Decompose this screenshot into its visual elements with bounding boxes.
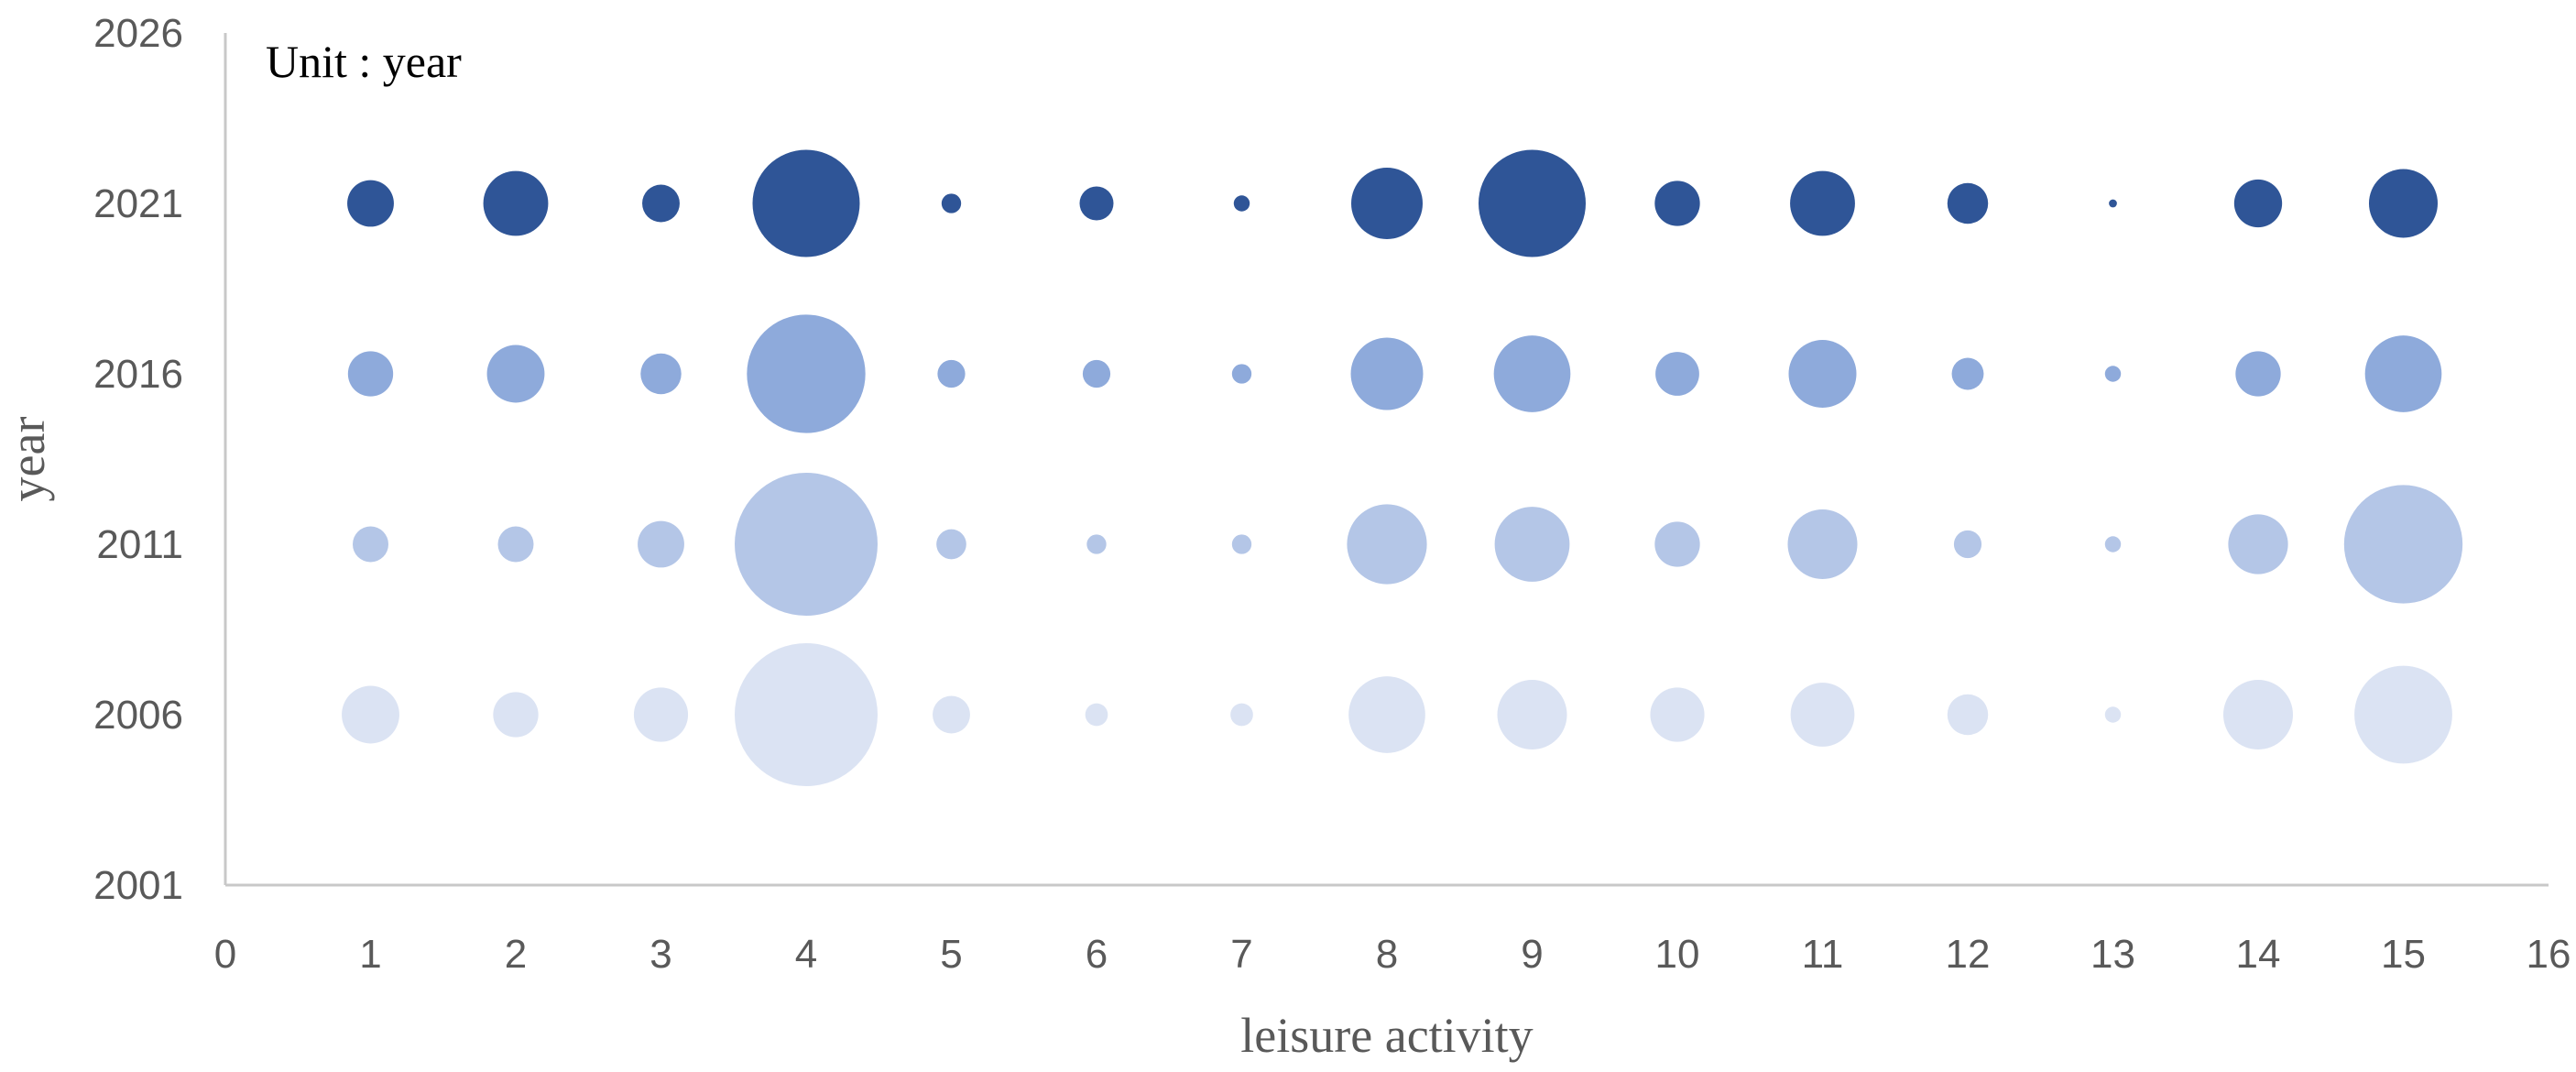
bubble-2006-activity-14 — [2222, 679, 2294, 750]
x-tick-label: 14 — [2236, 932, 2281, 977]
x-tick-label: 0 — [214, 932, 236, 977]
y-tick-label: 2016 — [93, 352, 183, 397]
x-tick-label: 5 — [940, 932, 962, 977]
bubble-2006-activity-9 — [1497, 679, 1567, 750]
x-tick-label: 6 — [1086, 932, 1108, 977]
bubble-2011-activity-7 — [1231, 534, 1252, 554]
bubble-2011-activity-1 — [353, 526, 388, 563]
y-tick-labels: 2001 2006 2011 2016 2021 2026 — [93, 11, 183, 908]
bubble-2016-activity-6 — [1082, 359, 1111, 388]
x-tick-label: 11 — [1802, 932, 1844, 977]
bubble-2016-activity-14 — [2235, 351, 2281, 397]
y-tick-label: 2021 — [93, 181, 183, 226]
bubble-2011-activity-10 — [1654, 521, 1700, 567]
x-tick-label: 10 — [1655, 932, 1700, 977]
bubble-2011-activity-6 — [1086, 534, 1107, 554]
bubble-2021-activity-3 — [642, 184, 680, 223]
bubble-2016-activity-12 — [1951, 357, 1984, 390]
y-axis-title: year — [0, 417, 55, 502]
bubble-2021-activity-9 — [1479, 149, 1586, 257]
bubble-2011-activity-8 — [1347, 504, 1427, 585]
bubble-2016-activity-8 — [1350, 337, 1424, 410]
bubble-2006-activity-10 — [1650, 687, 1705, 742]
bubble-2021-activity-1 — [347, 180, 394, 227]
bubble-2011-activity-11 — [1787, 509, 1858, 580]
bubble-2021-activity-7 — [1233, 195, 1250, 212]
x-axis-title: leisure activity — [1240, 1008, 1533, 1063]
bubble-2006-activity-7 — [1230, 703, 1253, 727]
bubble-2006-activity-1 — [342, 685, 399, 744]
bubble-2006-activity-6 — [1085, 703, 1108, 727]
bubble-2021-activity-4 — [752, 149, 860, 257]
bubble-2021-activity-11 — [1790, 170, 1855, 236]
x-tick-label: 7 — [1230, 932, 1252, 977]
bubble-2016-activity-1 — [347, 351, 394, 397]
x-tick-label: 12 — [1946, 932, 1991, 977]
bubble-2016-activity-7 — [1231, 364, 1252, 384]
bubble-2011-activity-2 — [497, 526, 534, 563]
bubble-2021-activity-15 — [2368, 169, 2439, 238]
bubble-2016-activity-4 — [747, 314, 866, 433]
bubble-2011-activity-13 — [2104, 536, 2122, 552]
bubble-2021-activity-6 — [1079, 186, 1114, 221]
bubble-2006-activity-12 — [1947, 694, 1989, 736]
bubble-2006-activity-2 — [493, 692, 539, 738]
bubble-2016-activity-5 — [937, 359, 966, 388]
bubble-2006-activity-13 — [2104, 706, 2122, 723]
bubble-2011-activity-4 — [735, 473, 878, 616]
bubble-2006-activity-4 — [735, 643, 878, 786]
bubble-2011-activity-15 — [2343, 485, 2463, 604]
x-tick-label: 8 — [1376, 932, 1398, 977]
bubble-2006-activity-3 — [633, 687, 689, 742]
bubble-2006-activity-5 — [933, 695, 970, 734]
bubble-2011-activity-9 — [1494, 507, 1570, 582]
bubble-2021-activity-12 — [1947, 182, 1989, 224]
x-tick-label: 2 — [505, 932, 527, 977]
x-tick-label: 1 — [359, 932, 381, 977]
x-tick-label: 9 — [1521, 932, 1543, 977]
bubble-2011-activity-5 — [936, 529, 966, 560]
bubble-2021-activity-13 — [2109, 199, 2117, 208]
bubble-2011-activity-12 — [1953, 530, 1982, 559]
x-tick-label: 3 — [649, 932, 671, 977]
bubble-2006-activity-15 — [2354, 665, 2452, 764]
bubble-2021-activity-5 — [941, 193, 962, 213]
x-tick-labels: 0 1 2 3 4 5 6 7 8 9 10 11 12 13 14 15 16 — [214, 932, 2571, 977]
bubble-2011-activity-14 — [2228, 514, 2288, 574]
y-tick-label: 2001 — [93, 863, 183, 908]
x-tick-label: 15 — [2381, 932, 2426, 977]
bubble-2016-activity-15 — [2364, 335, 2442, 412]
x-tick-label: 4 — [795, 932, 817, 977]
bubble-2016-activity-9 — [1493, 335, 1571, 412]
bubble-2016-activity-13 — [2104, 366, 2122, 382]
bubble-layer — [342, 149, 2463, 786]
bubble-2011-activity-3 — [638, 520, 684, 568]
x-tick-label: 13 — [2090, 932, 2135, 977]
bubble-2016-activity-11 — [1788, 340, 1857, 408]
bubble-2021-activity-2 — [483, 170, 549, 236]
bubble-2006-activity-11 — [1790, 683, 1855, 747]
bubble-2016-activity-3 — [640, 353, 682, 395]
bubble-2021-activity-8 — [1351, 168, 1423, 239]
x-tick-label: 16 — [2527, 932, 2571, 977]
bubble-2016-activity-2 — [486, 345, 545, 403]
bubble-2021-activity-14 — [2233, 179, 2283, 228]
y-tick-label: 2006 — [93, 693, 183, 738]
bubble-2006-activity-8 — [1348, 676, 1425, 753]
y-tick-label: 2011 — [96, 522, 183, 567]
bubble-2021-activity-10 — [1654, 180, 1700, 226]
bubble-2016-activity-10 — [1655, 352, 1699, 396]
y-tick-label: 2026 — [93, 11, 183, 56]
unit-annotation: Unit : year — [266, 36, 462, 87]
